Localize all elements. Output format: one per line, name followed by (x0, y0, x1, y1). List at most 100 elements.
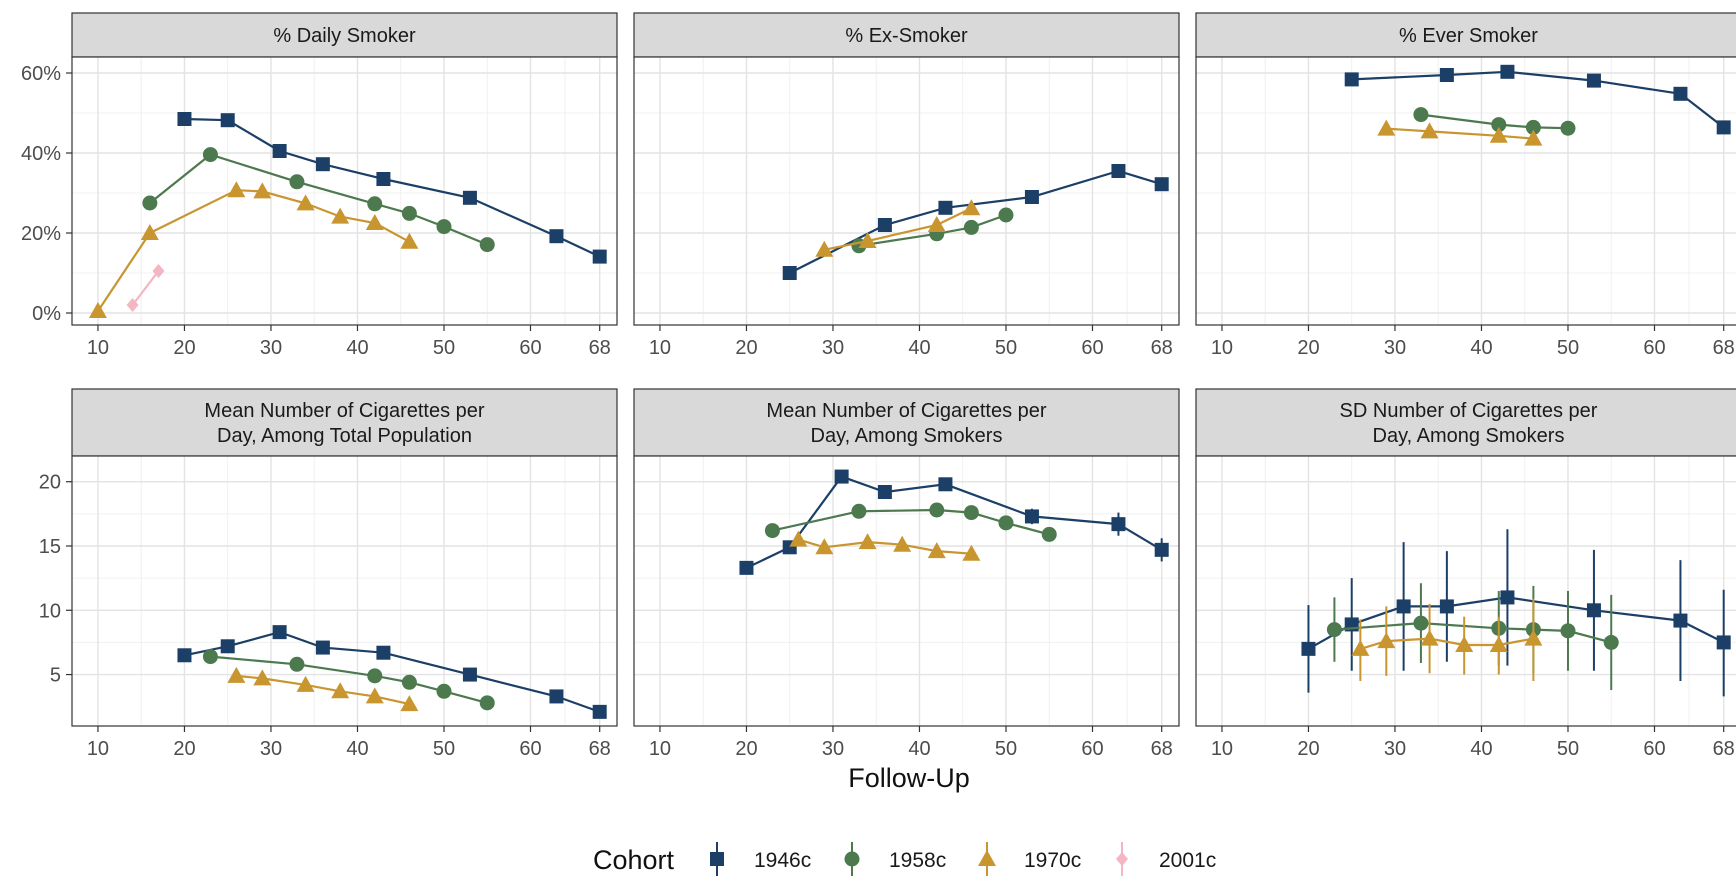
data-point (1041, 526, 1057, 542)
x-tick-label: 20 (1297, 738, 1319, 760)
data-point (782, 266, 797, 280)
y-tick-label: 0% (32, 303, 61, 325)
data-point (227, 666, 246, 683)
series-line (789, 169, 1163, 274)
data-point (1413, 615, 1429, 631)
data-point (1344, 72, 1359, 87)
x-tick-label: 60 (1643, 738, 1665, 760)
facet-panel: % Daily Smoker 10 20 30 40 50 60 68 0% 20% 40% 60% (21, 12, 618, 359)
x-axis-title: Follow-Up (848, 763, 970, 793)
facet-panel: SD Number of Cigarettes per Day, Among Sm… (1195, 388, 1736, 760)
data-point (1377, 632, 1396, 649)
y-tick-label: 20% (21, 223, 61, 245)
x-tick-label: 20 (735, 738, 757, 760)
data-point (296, 675, 315, 692)
x-tick-label: 60 (1643, 337, 1665, 359)
series-1970c (1351, 598, 1543, 681)
data-point (142, 195, 158, 211)
facet-title: Mean Number of Cigarettes per (766, 400, 1046, 422)
data-point (401, 205, 417, 221)
facet-panel: % Ex-Smoker 10 20 30 40 50 60 68 (633, 12, 1180, 359)
data-point (272, 144, 287, 158)
data-point (462, 667, 477, 682)
series-1970c (789, 530, 981, 561)
data-point (331, 682, 350, 699)
data-point (1524, 629, 1543, 646)
legend-key-triangle (978, 850, 996, 866)
x-tick-label: 68 (589, 337, 611, 359)
series-1958c (764, 502, 1057, 542)
facet-title: SD Number of Cigarettes per (1340, 400, 1598, 422)
panel-border (633, 455, 1180, 727)
data-point (365, 214, 384, 230)
facet-title: % Ever Smoker (1399, 25, 1538, 47)
data-point (367, 196, 383, 212)
x-tick-label: 30 (822, 738, 844, 760)
legend-item-1958c: 1958c (844, 842, 946, 876)
data-point (927, 216, 946, 232)
x-tick-label: 40 (908, 337, 930, 359)
data-point (289, 174, 305, 190)
data-point (1673, 86, 1688, 101)
series-1946c (177, 112, 607, 264)
data-point (592, 704, 607, 719)
data-point (927, 542, 946, 559)
x-tick-label: 10 (87, 337, 109, 359)
x-tick-label: 10 (1211, 337, 1233, 359)
data-point (1716, 120, 1731, 135)
x-tick-label: 30 (1384, 337, 1406, 359)
data-point (289, 656, 305, 672)
panel-border (1195, 455, 1736, 727)
data-point (1111, 517, 1126, 532)
data-point (1489, 636, 1508, 652)
data-point (140, 224, 159, 240)
data-point (253, 669, 272, 686)
data-point (1525, 119, 1541, 135)
data-point (315, 157, 330, 172)
facet-strip (633, 388, 1180, 457)
data-point (177, 112, 192, 126)
facet-title: Mean Number of Cigarettes per (204, 400, 484, 422)
facet-title: % Daily Smoker (273, 25, 416, 47)
data-point (1420, 629, 1439, 646)
facet-panel: Mean Number of Cigarettes per Day, Among … (39, 388, 618, 760)
data-point (367, 668, 383, 684)
data-point (177, 648, 192, 663)
data-point (1351, 639, 1370, 656)
data-point (1500, 64, 1515, 79)
x-tick-label: 50 (433, 738, 455, 760)
data-point (1439, 68, 1454, 82)
data-point (1560, 120, 1576, 136)
data-point (549, 229, 564, 244)
data-point (1396, 599, 1411, 614)
data-point (1024, 190, 1039, 204)
plot-area (1196, 57, 1736, 325)
facet-strip (633, 12, 1180, 58)
data-point (126, 298, 139, 312)
data-point (365, 687, 384, 704)
series-1958c (202, 649, 495, 711)
data-point (220, 113, 235, 128)
data-point (272, 625, 287, 640)
data-point (962, 199, 981, 216)
plot-area (634, 57, 1179, 325)
x-tick-label: 68 (1151, 337, 1173, 359)
data-point (1154, 177, 1169, 192)
x-tick-label: 50 (995, 337, 1017, 359)
panel-border (633, 56, 1180, 326)
data-point (220, 639, 235, 654)
panel-border (71, 455, 618, 727)
data-point (1413, 107, 1429, 123)
x-tick-label: 20 (173, 337, 195, 359)
x-tick-label: 40 (346, 738, 368, 760)
legend: Cohort 1946c 1958c 1970c 2001c (593, 842, 1216, 876)
data-point (1586, 603, 1601, 618)
y-tick-label: 10 (39, 600, 61, 622)
legend-item-1946c: 1946c (710, 842, 811, 876)
x-tick-label: 68 (589, 738, 611, 760)
facet-title: Day, Among Total Population (217, 425, 472, 447)
facet-panel: Mean Number of Cigarettes per Day, Among … (633, 388, 1180, 760)
series-line (131, 270, 160, 306)
x-tick-label: 10 (649, 337, 671, 359)
